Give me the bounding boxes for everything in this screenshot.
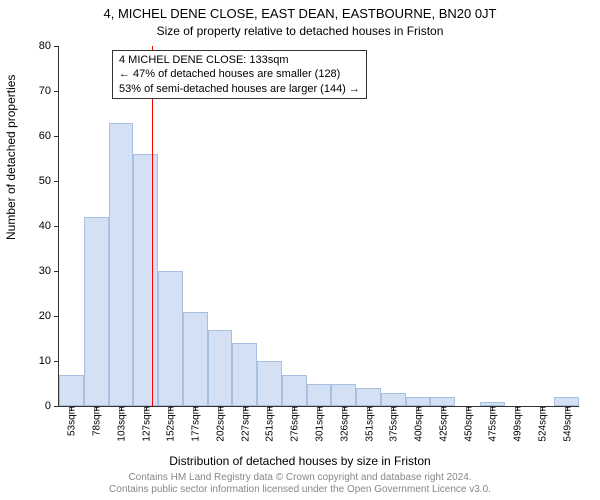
chart-subtitle: Size of property relative to detached ho… [0,24,600,38]
x-tick-label: 351sqm [362,406,375,442]
x-tick-label: 276sqm [288,406,301,442]
y-tick-label: 0 [21,400,59,412]
x-tick-label: 425sqm [436,406,449,442]
histogram-bar [282,375,307,407]
x-tick-label: 251sqm [263,406,276,442]
marker-line [152,46,153,406]
x-axis-label: Distribution of detached houses by size … [0,454,600,468]
y-axis-label: Number of detached properties [4,75,18,240]
histogram-bar [381,393,406,407]
x-tick-label: 127sqm [139,406,152,442]
histogram-chart: 4, MICHEL DENE CLOSE, EAST DEAN, EASTBOU… [0,0,600,500]
chart-title: 4, MICHEL DENE CLOSE, EAST DEAN, EASTBOU… [0,6,600,21]
x-tick-label: 177sqm [189,406,202,442]
histogram-bar [406,397,431,406]
x-tick-label: 53sqm [65,406,78,436]
y-tick-label: 70 [21,85,59,97]
histogram-bar [84,217,109,406]
footer-line-2: Contains public sector information licen… [0,484,600,496]
annotation-line-3: 53% of semi-detached houses are larger (… [119,82,360,96]
x-tick-label: 450sqm [461,406,474,442]
annotation-line-2: ← 47% of detached houses are smaller (12… [119,67,360,81]
x-tick-label: 400sqm [412,406,425,442]
x-tick-label: 152sqm [164,406,177,442]
x-tick-label: 549sqm [560,406,573,442]
histogram-bar [307,384,332,407]
histogram-bar [183,312,208,407]
histogram-bar [257,361,282,406]
histogram-bar [59,375,84,407]
y-tick-label: 30 [21,265,59,277]
x-tick-label: 326sqm [337,406,350,442]
annotation-box: 4 MICHEL DENE CLOSE: 133sqm← 47% of deta… [112,50,367,99]
y-tick-label: 20 [21,310,59,322]
histogram-bar [356,388,381,406]
plot-area: 0102030405060708053sqm78sqm103sqm127sqm1… [58,46,579,407]
histogram-bar [109,123,134,407]
y-tick-label: 60 [21,130,59,142]
x-tick-label: 78sqm [90,406,103,436]
histogram-bar [232,343,257,406]
y-tick-label: 50 [21,175,59,187]
histogram-bar [331,384,356,407]
chart-footer: Contains HM Land Registry data © Crown c… [0,472,600,496]
x-tick-label: 202sqm [213,406,226,442]
x-tick-label: 524sqm [535,406,548,442]
y-axis-label-text: Number of detached properties [4,75,18,240]
y-tick-label: 40 [21,220,59,232]
x-tick-label: 103sqm [114,406,127,442]
footer-line-1: Contains HM Land Registry data © Crown c… [0,472,600,484]
histogram-bar [208,330,233,407]
y-tick-label: 10 [21,355,59,367]
histogram-bar [430,397,455,406]
annotation-line-1: 4 MICHEL DENE CLOSE: 133sqm [119,53,360,67]
x-tick-label: 227sqm [238,406,251,442]
x-tick-label: 475sqm [486,406,499,442]
y-tick-label: 80 [21,40,59,52]
x-tick-label: 499sqm [511,406,524,442]
x-tick-label: 375sqm [387,406,400,442]
histogram-bar [158,271,183,406]
histogram-bar [554,397,579,406]
histogram-bar [133,154,158,406]
x-tick-label: 301sqm [313,406,326,442]
